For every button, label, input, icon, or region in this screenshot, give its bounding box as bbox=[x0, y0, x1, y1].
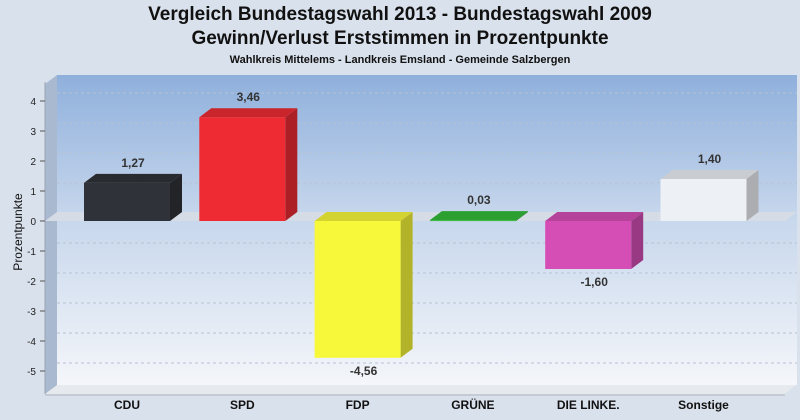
data-label: 1,27 bbox=[121, 156, 145, 170]
data-label: -1,60 bbox=[581, 275, 609, 289]
bar-top bbox=[545, 212, 644, 221]
y-tick-label: -5 bbox=[27, 367, 36, 378]
bar bbox=[199, 117, 286, 221]
data-label: 3,46 bbox=[237, 90, 261, 104]
y-tick-label: -4 bbox=[27, 337, 36, 348]
plot-floor bbox=[45, 385, 797, 394]
bar-side bbox=[285, 108, 298, 221]
y-tick-label: 4 bbox=[30, 97, 36, 108]
y-axis-label: Prozentpunkte bbox=[11, 193, 25, 271]
x-tick-label: GRÜNE bbox=[451, 397, 494, 412]
bar-top bbox=[314, 212, 413, 221]
chart-caption: Wahlkreis Mittelems - Landkreis Emsland … bbox=[229, 54, 571, 66]
plot-floor-edge bbox=[45, 394, 785, 396]
bar-side bbox=[515, 211, 528, 222]
data-label: -4,56 bbox=[350, 364, 378, 378]
y-tick-label: -1 bbox=[27, 247, 36, 258]
chart-title: Vergleich Bundestagswahl 2013 - Bundesta… bbox=[148, 4, 652, 25]
x-tick-label: SPD bbox=[230, 398, 255, 412]
y-tick-label: -2 bbox=[27, 277, 36, 288]
y-tick-label: 3 bbox=[30, 127, 36, 138]
y-tick-label: -3 bbox=[27, 307, 36, 318]
bar-side bbox=[400, 212, 413, 358]
bar-side bbox=[631, 212, 644, 269]
bar bbox=[314, 221, 401, 358]
bar bbox=[660, 179, 747, 221]
bar bbox=[84, 182, 170, 221]
bar bbox=[429, 220, 516, 222]
x-tick-label: CDU bbox=[114, 398, 140, 412]
bar bbox=[545, 221, 632, 269]
bar-top bbox=[429, 211, 528, 221]
plot-background bbox=[57, 75, 797, 385]
y-tick-label: 2 bbox=[30, 157, 36, 168]
bar-side bbox=[170, 173, 182, 221]
data-label: 1,40 bbox=[698, 152, 722, 166]
x-tick-label: FDP bbox=[346, 398, 370, 412]
x-tick-label: Sonstige bbox=[678, 398, 729, 412]
data-label: 0,03 bbox=[467, 193, 491, 207]
bar-top bbox=[660, 170, 759, 179]
x-tick-label: DIE LINKE. bbox=[557, 398, 620, 412]
chart-subtitle: Gewinn/Verlust Erststimmen in Prozentpun… bbox=[191, 28, 609, 49]
bar-top bbox=[84, 173, 182, 183]
bar-top bbox=[199, 108, 298, 118]
y-tick-label: 0 bbox=[30, 217, 36, 228]
y-tick-label: 1 bbox=[30, 187, 36, 198]
bar-side bbox=[746, 170, 759, 221]
